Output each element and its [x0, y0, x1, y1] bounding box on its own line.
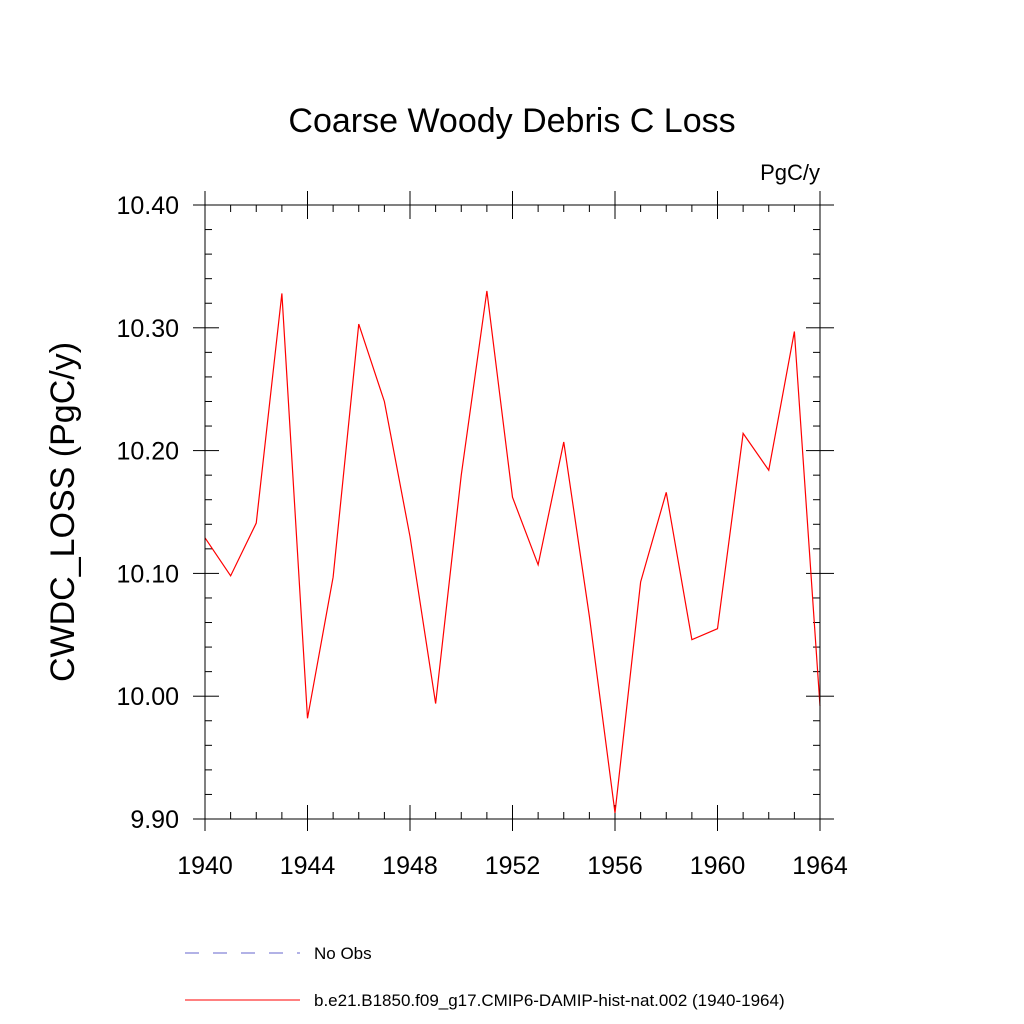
x-tick-label: 1940 [177, 852, 233, 880]
x-tick-label: 1952 [485, 852, 541, 880]
x-tick-label: 1964 [792, 852, 848, 880]
units-label: PgC/y [760, 160, 820, 185]
y-tick-label: 10.30 [116, 315, 179, 343]
y-tick-label: 10.40 [116, 192, 179, 220]
x-tick-label: 1948 [382, 852, 438, 880]
legend-label: No Obs [314, 944, 372, 963]
y-axis-label: CWDC_LOSS (PgC/y) [44, 342, 82, 682]
axis-ticks: 1940 1944 1948 1952 1956 1960 1964 9.90 10.00 10.… [116, 191, 848, 880]
y-tick-label: 10.00 [116, 683, 179, 711]
series-line [204, 290, 821, 813]
x-tick-label: 1956 [587, 852, 643, 880]
x-tick-label: 1960 [690, 852, 746, 880]
legend-label: b.e21.B1850.f09_g17.CMIP6-DAMIP-hist-nat… [314, 991, 785, 1010]
y-tick-label: 10.10 [116, 560, 179, 588]
y-tick-label: 10.20 [116, 438, 179, 466]
plot-series [204, 290, 821, 813]
legend: No Obs b.e21.B1850.f09_g17.CMIP6-DAMIP-hi… [185, 944, 785, 1010]
plot-frame [204, 204, 821, 820]
y-tick-label: 9.90 [130, 806, 179, 834]
chart-title: Coarse Woody Debris C Loss [288, 102, 735, 140]
x-tick-label: 1944 [280, 852, 336, 880]
